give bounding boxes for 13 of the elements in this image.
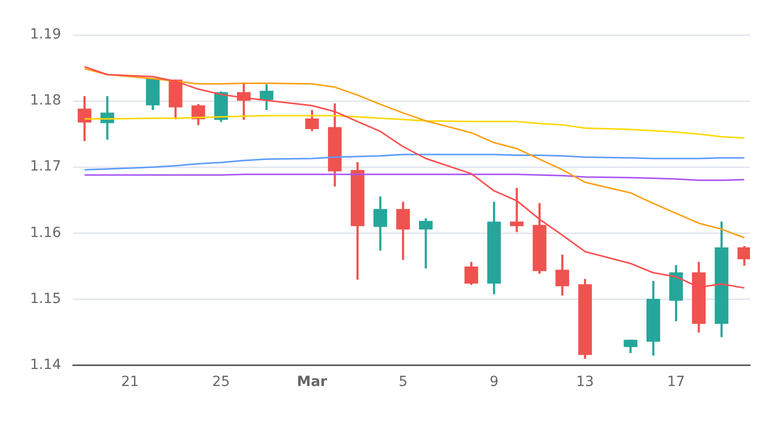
y-tick-label: 1.15: [30, 290, 62, 307]
y-tick-label: 1.17: [30, 158, 62, 175]
y-tick-label: 1.14: [30, 356, 62, 373]
y-tick-label: 1.19: [30, 26, 62, 43]
x-tick-label: 21: [121, 374, 139, 390]
y-tick-label: 1.18: [30, 92, 62, 109]
x-tick-label: 25: [212, 374, 230, 390]
x-tick-label: 9: [490, 374, 499, 390]
x-tick-label: 17: [667, 374, 685, 390]
x-tick-label: 5: [398, 374, 408, 390]
x-tick-label: Mar: [296, 374, 328, 390]
x-tick-label: 13: [576, 374, 594, 390]
y-tick-label: 1.16: [30, 224, 62, 241]
